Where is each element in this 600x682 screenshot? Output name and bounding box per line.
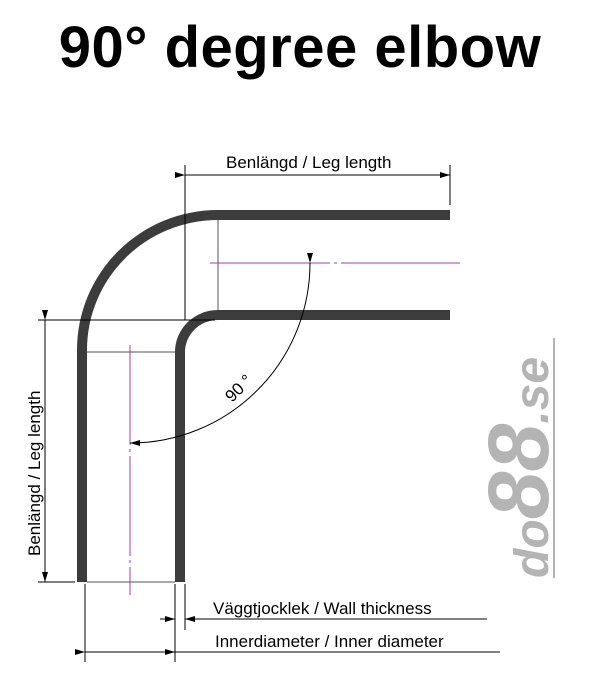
page-title: 90° degree elbow <box>58 15 542 80</box>
leg-length-top-label: Benlängd / Leg length <box>226 153 391 172</box>
top-leg-dimension <box>175 165 451 320</box>
inner-diameter-label: Innerdiameter / Inner diameter <box>215 632 444 651</box>
wall-thickness-dimension <box>160 584 487 662</box>
outer-wall <box>77 210 450 582</box>
angle-label: 90 ° <box>221 371 256 406</box>
wall-thickness-label: Väggtjocklek / Wall thickness <box>213 599 432 618</box>
svg-text:do88.se: do88.se <box>471 357 567 578</box>
leg-length-left-label: Benlängd / Leg length <box>25 391 44 556</box>
inner-wall <box>175 310 450 582</box>
left-leg-dimension <box>38 310 215 583</box>
angle-arc <box>129 252 314 446</box>
do88-logo: do88.se <box>471 338 567 578</box>
inner-diameter-dimension <box>75 584 500 662</box>
